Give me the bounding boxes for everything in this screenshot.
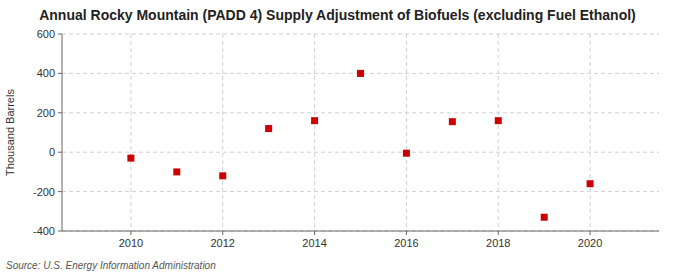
point [311, 117, 318, 124]
x-tick-label: 2014 [302, 237, 326, 249]
grid-line-y [62, 112, 659, 113]
x-tick-label: 2018 [486, 237, 510, 249]
y-tick [58, 34, 62, 35]
x-tick [130, 231, 131, 235]
ticks: 2010 2012 2014 2016 2018 2020 -400 -200 0 200 400 6… [33, 28, 602, 249]
y-tick [58, 191, 62, 192]
grid [62, 34, 659, 231]
points [127, 70, 593, 221]
grid-line-y [62, 191, 659, 192]
point [403, 150, 410, 157]
x-tick-label: 2016 [394, 237, 418, 249]
grid-line-x [590, 34, 591, 231]
point [127, 155, 134, 162]
y-tick-label: -200 [33, 186, 55, 198]
x-axis-line [62, 231, 659, 232]
y-tick-label: 200 [37, 107, 55, 119]
y-tick-label: 0 [49, 146, 55, 158]
grid-line-y [62, 231, 659, 232]
y-tick-label: -400 [33, 225, 55, 237]
x-tick [314, 231, 315, 235]
background [0, 0, 675, 275]
y-axis-line [62, 34, 63, 231]
point [219, 172, 226, 179]
y-axis-label: Thousand Barrels [4, 89, 16, 176]
grid-line-y [62, 152, 659, 153]
x-tick-label: 2012 [210, 237, 234, 249]
source-note: Source: U.S. Energy Information Administ… [6, 260, 216, 271]
y-tick-label: 400 [37, 67, 55, 79]
grid-line-x [130, 34, 131, 231]
x-tick [498, 231, 499, 235]
point [265, 125, 272, 132]
grid-line-y [62, 34, 659, 35]
y-tick-label: 600 [37, 28, 55, 40]
y-tick [58, 112, 62, 113]
grid-line-x [222, 34, 223, 231]
x-tick [222, 231, 223, 235]
point [173, 168, 180, 175]
x-tick-label: 2010 [119, 237, 143, 249]
point [357, 70, 364, 77]
grid-line-x [406, 34, 407, 231]
y-tick [58, 73, 62, 74]
grid-line-x [498, 34, 499, 231]
page: {"chart_data": {"type": "scatter", "titl… [0, 0, 675, 275]
chart: 2010 2012 2014 2016 2018 2020 -400 -200 0 200 400 6… [0, 0, 675, 275]
point [541, 214, 548, 221]
y-tick [58, 152, 62, 153]
point [495, 117, 502, 124]
point [449, 118, 456, 125]
y-tick [58, 231, 62, 232]
point [587, 180, 594, 187]
x-tick-label: 2020 [578, 237, 602, 249]
grid-line-x [314, 34, 315, 231]
title: Annual Rocky Mountain (PADD 4) Supply Ad… [39, 7, 636, 23]
x-tick [406, 231, 407, 235]
x-tick [590, 231, 591, 235]
